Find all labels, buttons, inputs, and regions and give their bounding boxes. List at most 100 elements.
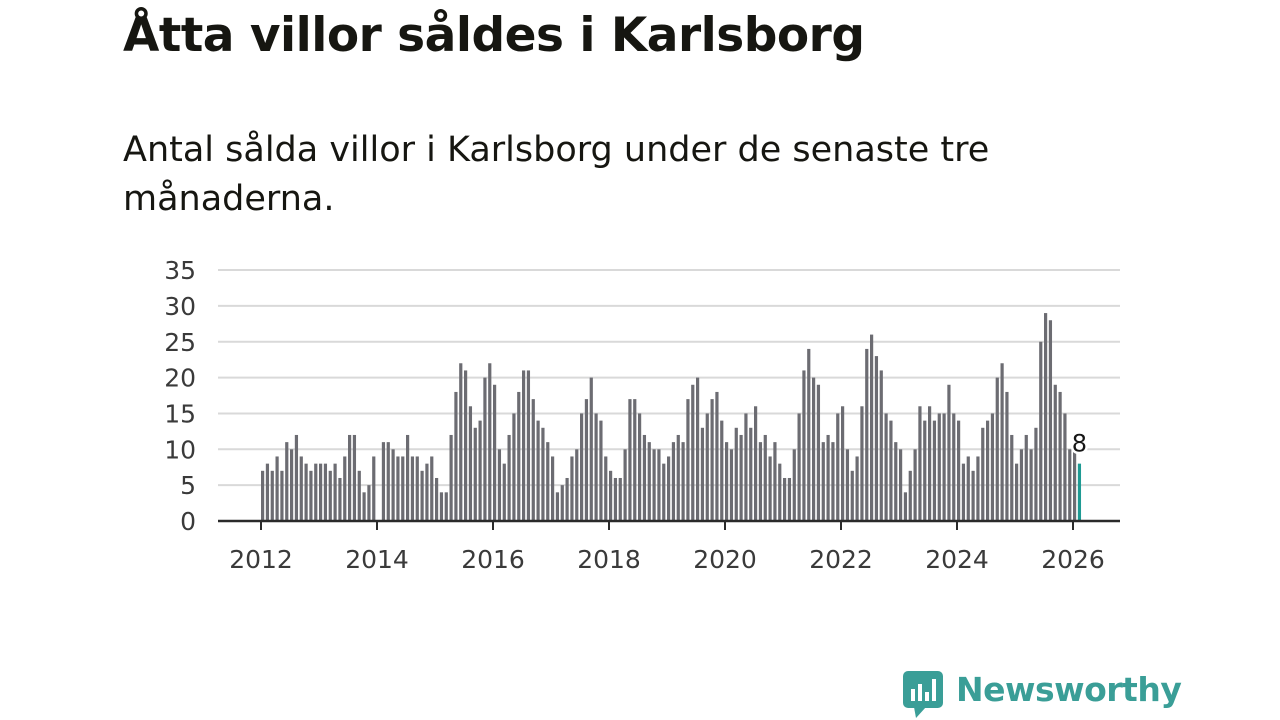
bar <box>763 434 767 521</box>
bar <box>604 456 608 521</box>
bar <box>319 463 323 521</box>
bar <box>594 413 598 521</box>
bar <box>570 456 574 521</box>
x-tick-label: 2018 <box>577 545 641 574</box>
y-tick-label: 5 <box>180 471 196 500</box>
bar <box>1048 320 1053 521</box>
bar <box>372 456 376 521</box>
bar <box>720 420 724 521</box>
bar <box>836 413 840 521</box>
bar <box>841 406 845 521</box>
chart-subtitle: Antal sålda villor i Karlsborg under de … <box>123 130 990 219</box>
bar <box>1024 434 1028 521</box>
x-axis-tick-labels: 2012 2014 2016 2018 2020 2022 2024 2026 <box>229 521 1105 574</box>
bar <box>986 420 990 521</box>
bar <box>459 363 463 521</box>
bar <box>773 442 777 521</box>
bar <box>971 470 975 521</box>
bar <box>899 449 903 521</box>
bar <box>845 449 850 521</box>
chart-title: Åtta villor såldes i Karlsborg <box>123 8 865 63</box>
bar <box>507 434 511 521</box>
bar <box>734 427 738 521</box>
bar <box>908 470 912 521</box>
bar <box>551 456 555 521</box>
bar <box>826 434 830 521</box>
bar <box>261 470 265 521</box>
bar <box>1044 313 1048 521</box>
bar <box>1034 427 1038 521</box>
bar <box>449 434 453 521</box>
bar <box>309 470 313 521</box>
bar <box>821 442 825 521</box>
bar <box>285 442 289 521</box>
bar <box>758 442 763 521</box>
bar <box>575 449 579 521</box>
bar <box>681 442 685 521</box>
bar <box>1000 363 1004 521</box>
bar <box>928 406 932 521</box>
bar <box>749 427 753 521</box>
bar <box>406 434 410 521</box>
bar <box>323 463 328 521</box>
bar <box>903 492 908 521</box>
bar <box>468 406 473 521</box>
bar <box>870 334 874 521</box>
bar <box>812 377 816 521</box>
x-tick-label: 2024 <box>925 545 989 574</box>
y-tick-label: 0 <box>180 507 196 536</box>
bar <box>894 442 898 521</box>
bar <box>860 406 864 521</box>
bar <box>265 463 270 521</box>
bar <box>1015 463 1019 521</box>
bar <box>488 363 492 521</box>
bar <box>464 370 468 521</box>
bar <box>290 449 294 521</box>
bar <box>522 370 526 521</box>
bar <box>478 420 482 521</box>
bar <box>705 413 709 521</box>
bar <box>338 477 342 521</box>
bar <box>652 449 656 521</box>
bar <box>435 477 439 521</box>
bar <box>328 470 332 521</box>
bar <box>560 485 564 521</box>
bar <box>362 492 366 521</box>
bar <box>754 406 758 521</box>
bar <box>314 463 318 521</box>
brand-name: Newsworthy <box>956 670 1182 709</box>
x-tick-label: 2012 <box>229 545 293 574</box>
brand-logo: Newsworthy <box>902 670 1182 720</box>
bar <box>691 384 695 521</box>
bar <box>401 456 405 521</box>
bar <box>497 449 502 521</box>
bar <box>386 442 390 521</box>
bar <box>333 463 337 521</box>
bar <box>942 413 946 521</box>
bar <box>493 384 497 521</box>
bar <box>512 413 516 521</box>
bar <box>918 406 922 521</box>
bar <box>744 413 748 521</box>
bar <box>618 477 622 521</box>
bar <box>1053 384 1057 521</box>
bar <box>367 485 371 521</box>
bar <box>990 413 995 521</box>
bar <box>599 420 603 521</box>
y-tick-label: 35 <box>164 256 196 285</box>
bar <box>657 449 661 521</box>
bar <box>961 463 966 521</box>
bar <box>565 477 569 521</box>
y-axis-tick-labels: 0 5 10 15 20 25 30 35 <box>164 256 196 536</box>
bar <box>981 427 985 521</box>
bar <box>299 456 303 521</box>
bar <box>696 377 700 521</box>
bar <box>889 420 893 521</box>
bar <box>797 413 801 521</box>
highlight-value-label: 8 <box>1072 430 1087 458</box>
bar <box>1005 391 1009 521</box>
bar <box>1010 434 1014 521</box>
bar <box>850 470 854 521</box>
bar <box>425 463 429 521</box>
bar <box>270 470 274 521</box>
